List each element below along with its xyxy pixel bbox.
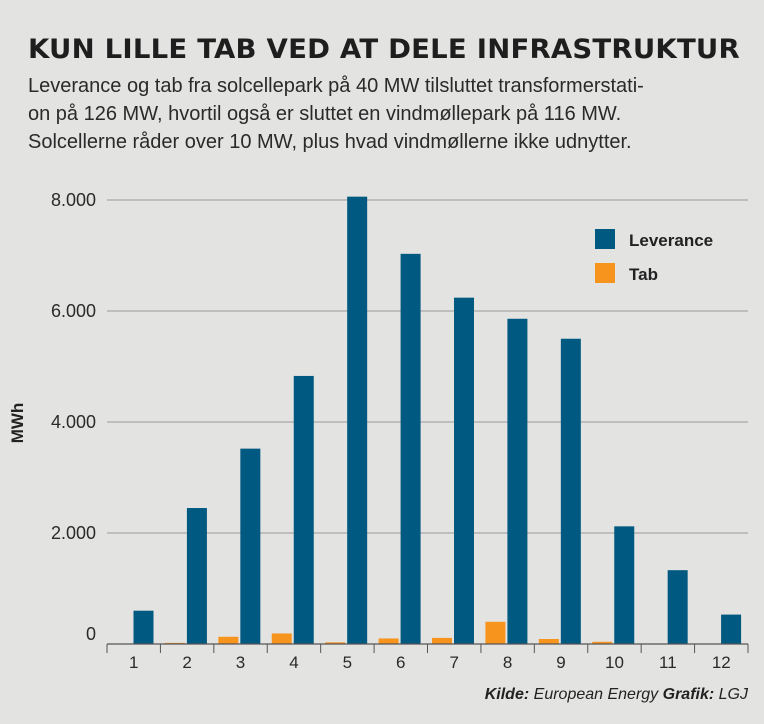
bar-leverance-11 [667, 570, 688, 644]
x-tick-label: 7 [449, 653, 458, 672]
x-tick-label: 12 [712, 653, 731, 672]
y-tick-label: 2.000 [51, 523, 96, 543]
bar-leverance-10 [614, 526, 635, 644]
bar-leverance-6 [400, 253, 421, 644]
bar-leverance-3 [240, 448, 261, 644]
bar-leverance-9 [560, 338, 581, 644]
bar-leverance-7 [454, 297, 474, 644]
bar-leverance-12 [721, 614, 742, 644]
y-tick-label: 6.000 [51, 301, 96, 321]
y-axis-label: MWh [8, 403, 27, 444]
bar-tab-3 [218, 636, 239, 644]
bar-leverance-4 [293, 375, 314, 644]
bar-tab-10 [592, 641, 613, 644]
source-value: European Energy [533, 686, 659, 703]
graphic-label: Grafik: [662, 686, 715, 703]
y-tick-label: 0 [86, 624, 96, 644]
y-tick-label: 4.000 [51, 412, 96, 432]
x-tick-label: 8 [503, 653, 512, 672]
chart-title: KUN LILLE TAB VED AT DELE INFRASTRUKTUR [28, 34, 740, 65]
bar-leverance-8 [507, 318, 528, 644]
bar-tab-5 [325, 642, 346, 644]
x-tick-label: 10 [605, 653, 624, 672]
chart-subtitle: Leverance og tab fra solcellepark på 40 … [28, 72, 758, 156]
subtitle-line-1: Leverance og tab fra solcellepark på 40 … [28, 75, 644, 97]
legend-swatch-leverance [595, 229, 615, 249]
bar-tab-7 [432, 637, 452, 644]
x-tick-label: 6 [396, 653, 405, 672]
x-tick-label: 1 [129, 653, 138, 672]
subtitle-line-3: Solcellerne råder over 10 MW, plus hvad … [28, 131, 632, 153]
x-tick-label: 4 [289, 653, 298, 672]
x-tick-label: 9 [556, 653, 565, 672]
subtitle-line-2: on på 126 MW, hvortil også er sluttet en… [28, 103, 622, 125]
y-tick-label: 8.000 [51, 190, 96, 210]
footer-credits: Kilde: European Energy Grafik: LGJ [485, 686, 748, 704]
bar-leverance-5 [347, 196, 368, 645]
bar-tab-9 [538, 639, 559, 644]
x-tick-label: 5 [343, 653, 352, 672]
bar-tab-6 [378, 638, 399, 644]
x-tick-label: 3 [236, 653, 245, 672]
bar-leverance-1 [133, 610, 154, 644]
bar-tab-8 [485, 621, 506, 644]
source-label: Kilde: [484, 686, 530, 703]
bar-leverance-2 [186, 508, 207, 644]
legend-swatch-tab [595, 263, 615, 283]
bar-tab-4 [271, 633, 292, 644]
graphic-value: LGJ [718, 686, 748, 703]
x-tick-label: 11 [659, 653, 677, 672]
x-tick-label: 2 [182, 653, 191, 672]
legend-label-tab: Tab [629, 265, 658, 284]
legend-label-leverance: Leverance [629, 231, 713, 250]
